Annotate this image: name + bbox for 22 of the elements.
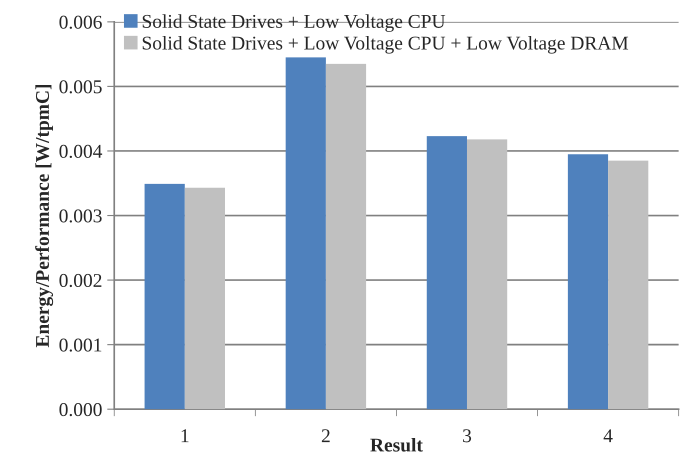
bar [184, 188, 226, 410]
y-tick-label: 0.002 [59, 274, 102, 288]
y-tick-label: 0.005 [59, 80, 102, 94]
bar [144, 184, 185, 410]
x-tick-label: 2 [322, 429, 330, 442]
y-tick-label: 0.004 [59, 144, 102, 158]
legend-label: Solid State Drives + Low Voltage CPU + Low Voltage DRAM [142, 36, 628, 54]
bar [568, 154, 608, 410]
y-axis-title: Energy/Performance [W/tpmC] [35, 84, 54, 348]
bar [466, 139, 508, 410]
x-axis-title: Result [370, 438, 423, 452]
y-tick-label: 0.000 [59, 403, 102, 416]
bar [608, 160, 648, 410]
x-tick-label: 3 [463, 429, 472, 442]
bar [426, 136, 467, 410]
bar [326, 64, 366, 410]
y-tick-label: 0.001 [59, 338, 102, 352]
y-tick-label: 0.006 [59, 16, 102, 29]
y-tick-label: 0.003 [59, 209, 102, 223]
x-tick-label: 1 [182, 429, 188, 442]
bar [286, 57, 326, 410]
x-tick-label: 4 [604, 429, 613, 442]
